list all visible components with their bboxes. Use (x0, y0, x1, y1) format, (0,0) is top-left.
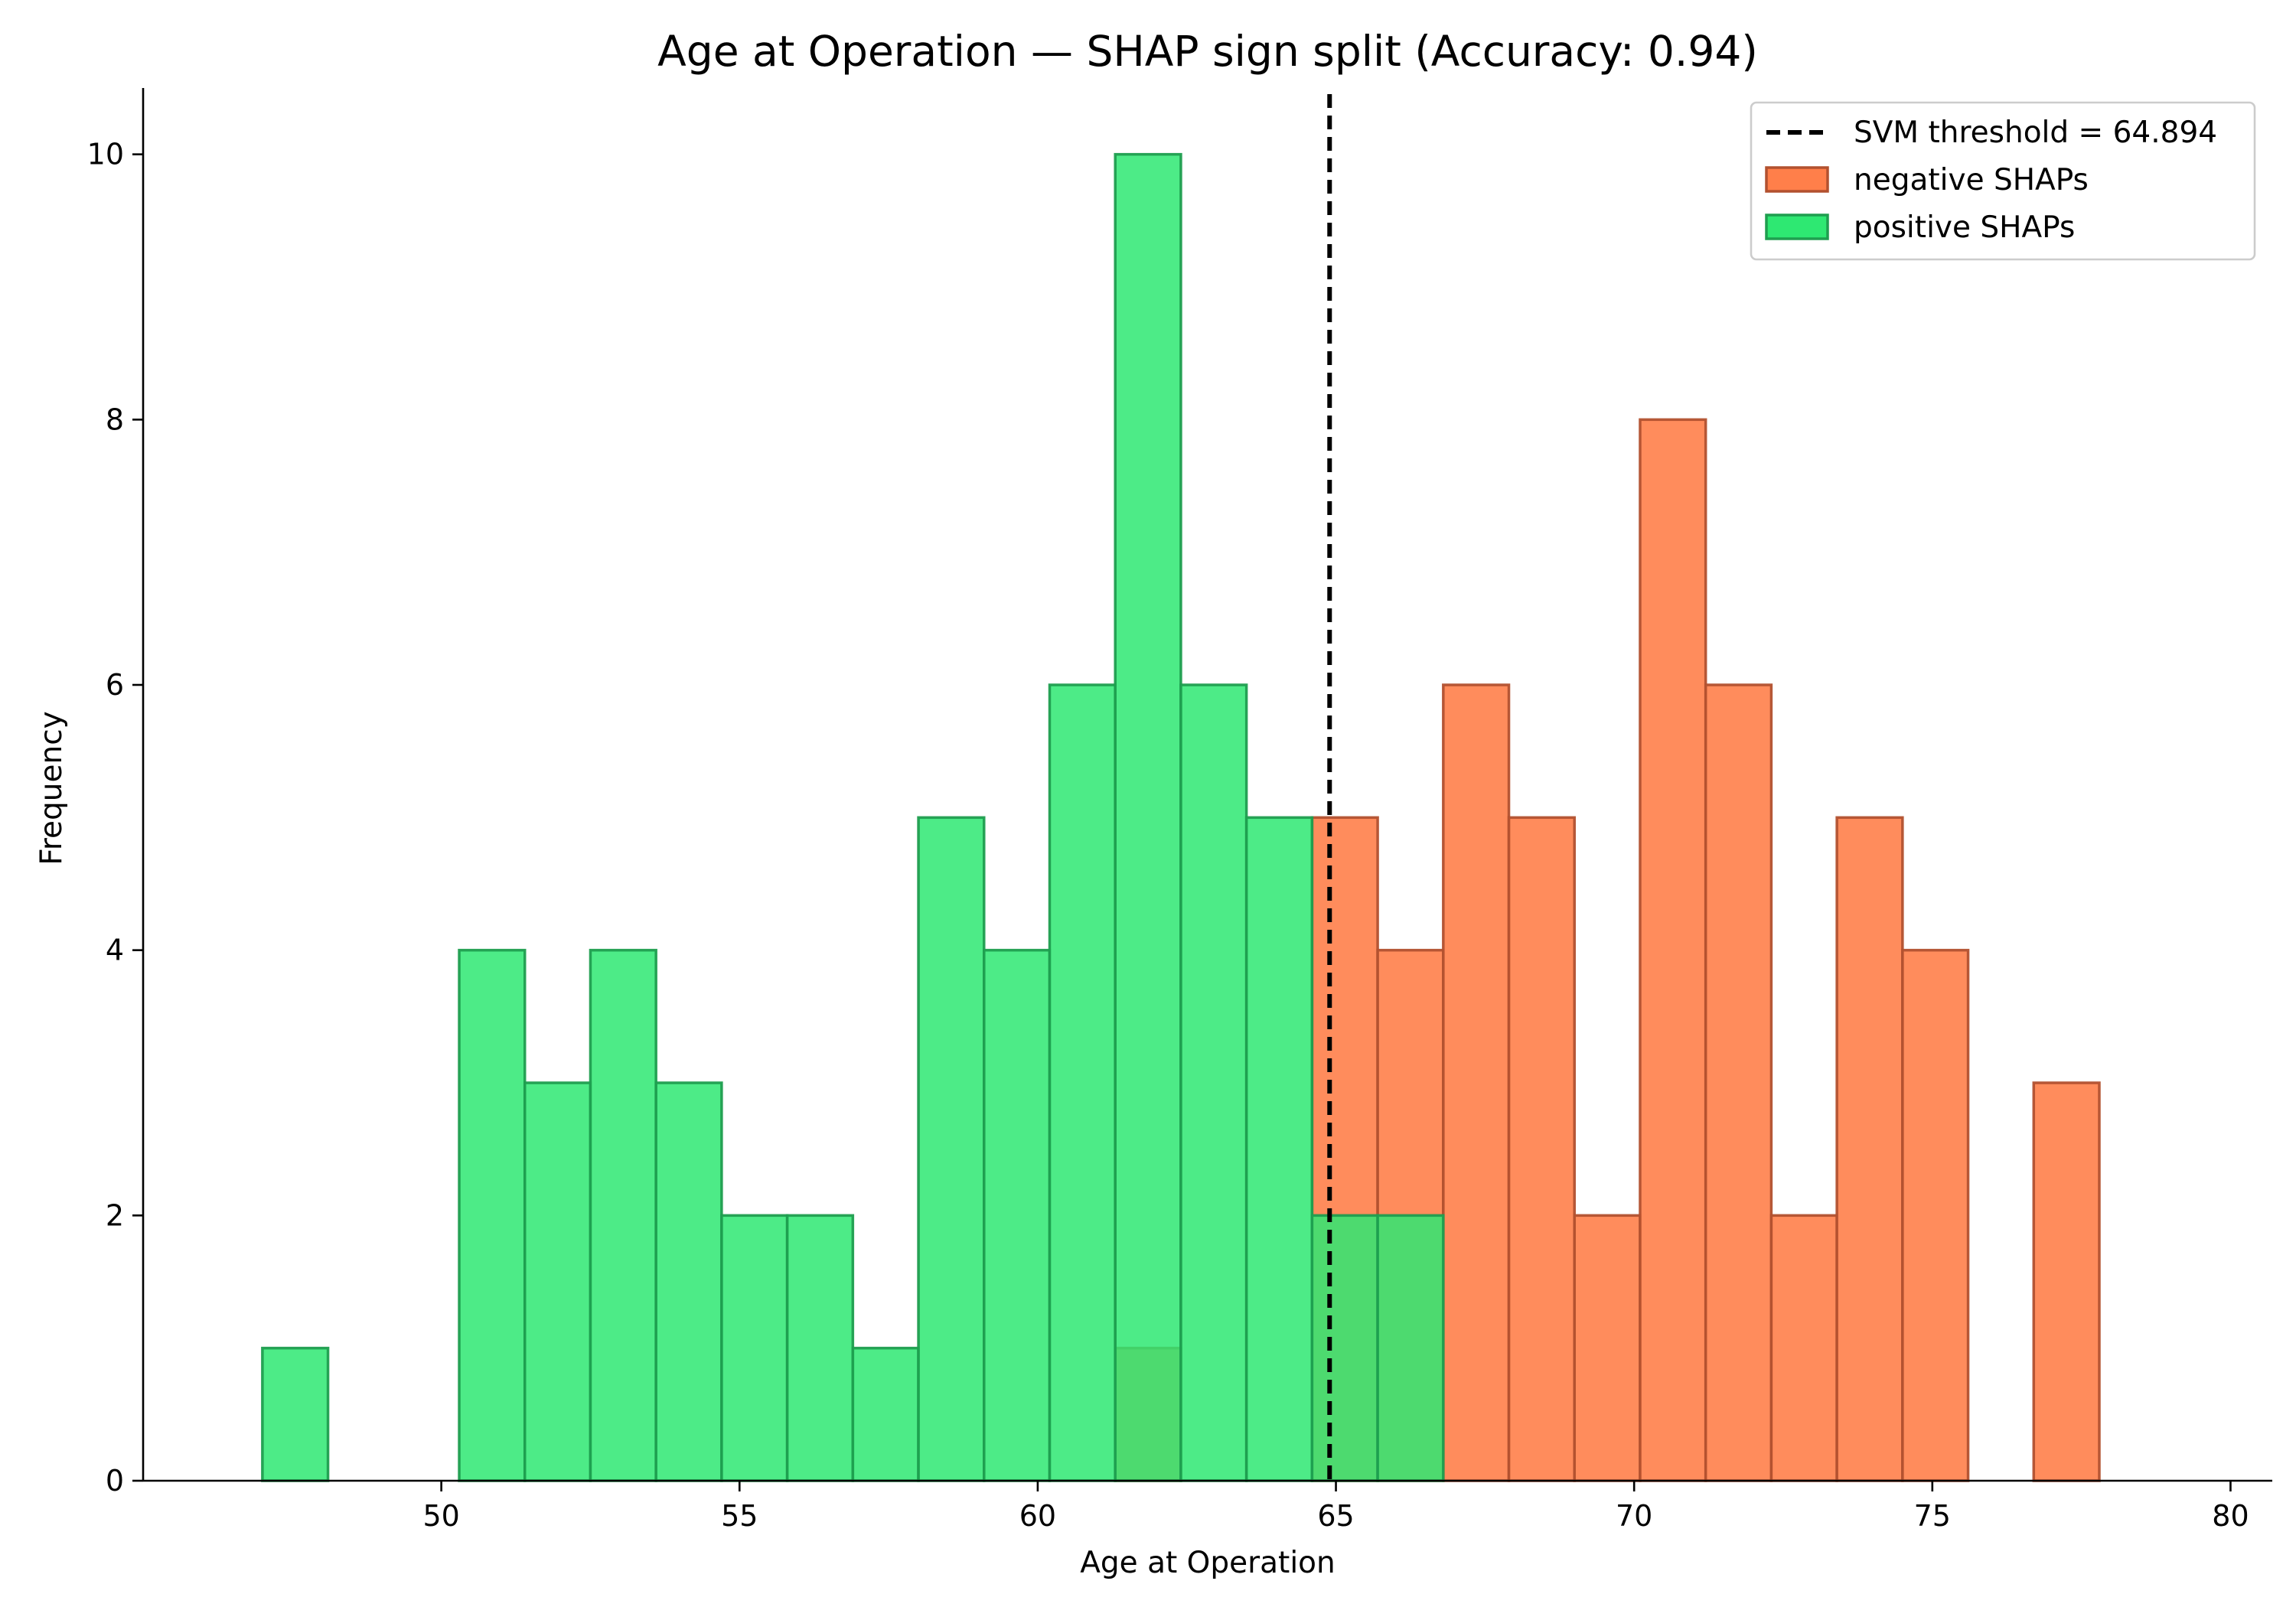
legend: SVM threshold = 64.894 negative SHAPs po… (1750, 101, 2256, 261)
y-tick-label: 8 (106, 403, 124, 436)
positive-shap-bar (1114, 152, 1182, 1482)
y-tick-label: 2 (106, 1198, 124, 1232)
y-tick-label: 0 (106, 1464, 124, 1498)
legend-negative-label: negative SHAPs (1854, 163, 2089, 197)
positive-shap-bar (983, 948, 1052, 1482)
y-axis-label: Frequency (34, 711, 69, 865)
negative-shap-bar (1901, 948, 1970, 1482)
positive-shap-bar (1244, 816, 1314, 1482)
y-tick-label: 4 (106, 934, 124, 967)
legend-negative-swatch (1765, 166, 1829, 193)
y-tick-label: 10 (87, 138, 124, 171)
negative-shap-bar (1639, 418, 1707, 1482)
x-ticks: 50 55 60 65 70 75 80 (422, 1481, 2249, 1533)
positive-shap-bar (654, 1081, 723, 1482)
negative-shap-bar (1835, 816, 1904, 1482)
positive-shap-bar (1179, 683, 1248, 1482)
negative-shap-bar (1507, 816, 1577, 1482)
x-tick-label: 80 (2212, 1499, 2249, 1533)
positive-shap-bar (523, 1081, 592, 1482)
positive-shap-bar (851, 1346, 920, 1482)
positive-shap-bar (785, 1214, 855, 1482)
positive-shap-bar (589, 948, 657, 1482)
positive-shap-bar (720, 1214, 789, 1482)
legend-threshold-label: SVM threshold = 64.894 (1854, 116, 2217, 150)
positive-shap-bar (1048, 683, 1117, 1482)
y-ticks: 0 2 4 6 8 10 (87, 138, 143, 1498)
legend-positive-label: positive SHAPs (1854, 210, 2075, 245)
negative-shap-bar (1442, 683, 1511, 1482)
positive-shap-bar (917, 816, 986, 1482)
positive-shap-bar (458, 948, 527, 1482)
negative-shap-bar (1769, 1214, 1838, 1482)
legend-positive-swatch (1765, 214, 1829, 240)
negative-shap-bar (1573, 1214, 1642, 1482)
positive-shap-bars (261, 152, 1445, 1482)
negative-shap-bar (2032, 1081, 2101, 1482)
negative-shap-bar (1704, 683, 1773, 1482)
x-tick-label: 75 (1914, 1499, 1951, 1533)
positive-shap-bar (261, 1346, 330, 1482)
x-tick-label: 70 (1616, 1499, 1652, 1533)
y-tick-label: 6 (106, 668, 124, 702)
x-tick-label: 65 (1317, 1499, 1354, 1533)
positive-shap-bar (1376, 1214, 1445, 1482)
x-tick-label: 50 (422, 1499, 459, 1533)
x-tick-label: 60 (1019, 1499, 1056, 1533)
chart-title: Age at Operation — SHAP sign split (Accu… (657, 27, 1758, 76)
legend-frame (1750, 101, 2256, 261)
x-tick-label: 55 (721, 1499, 758, 1533)
positive-shap-bar (1310, 1214, 1379, 1482)
x-axis-label: Age at Operation (1080, 1546, 1336, 1580)
